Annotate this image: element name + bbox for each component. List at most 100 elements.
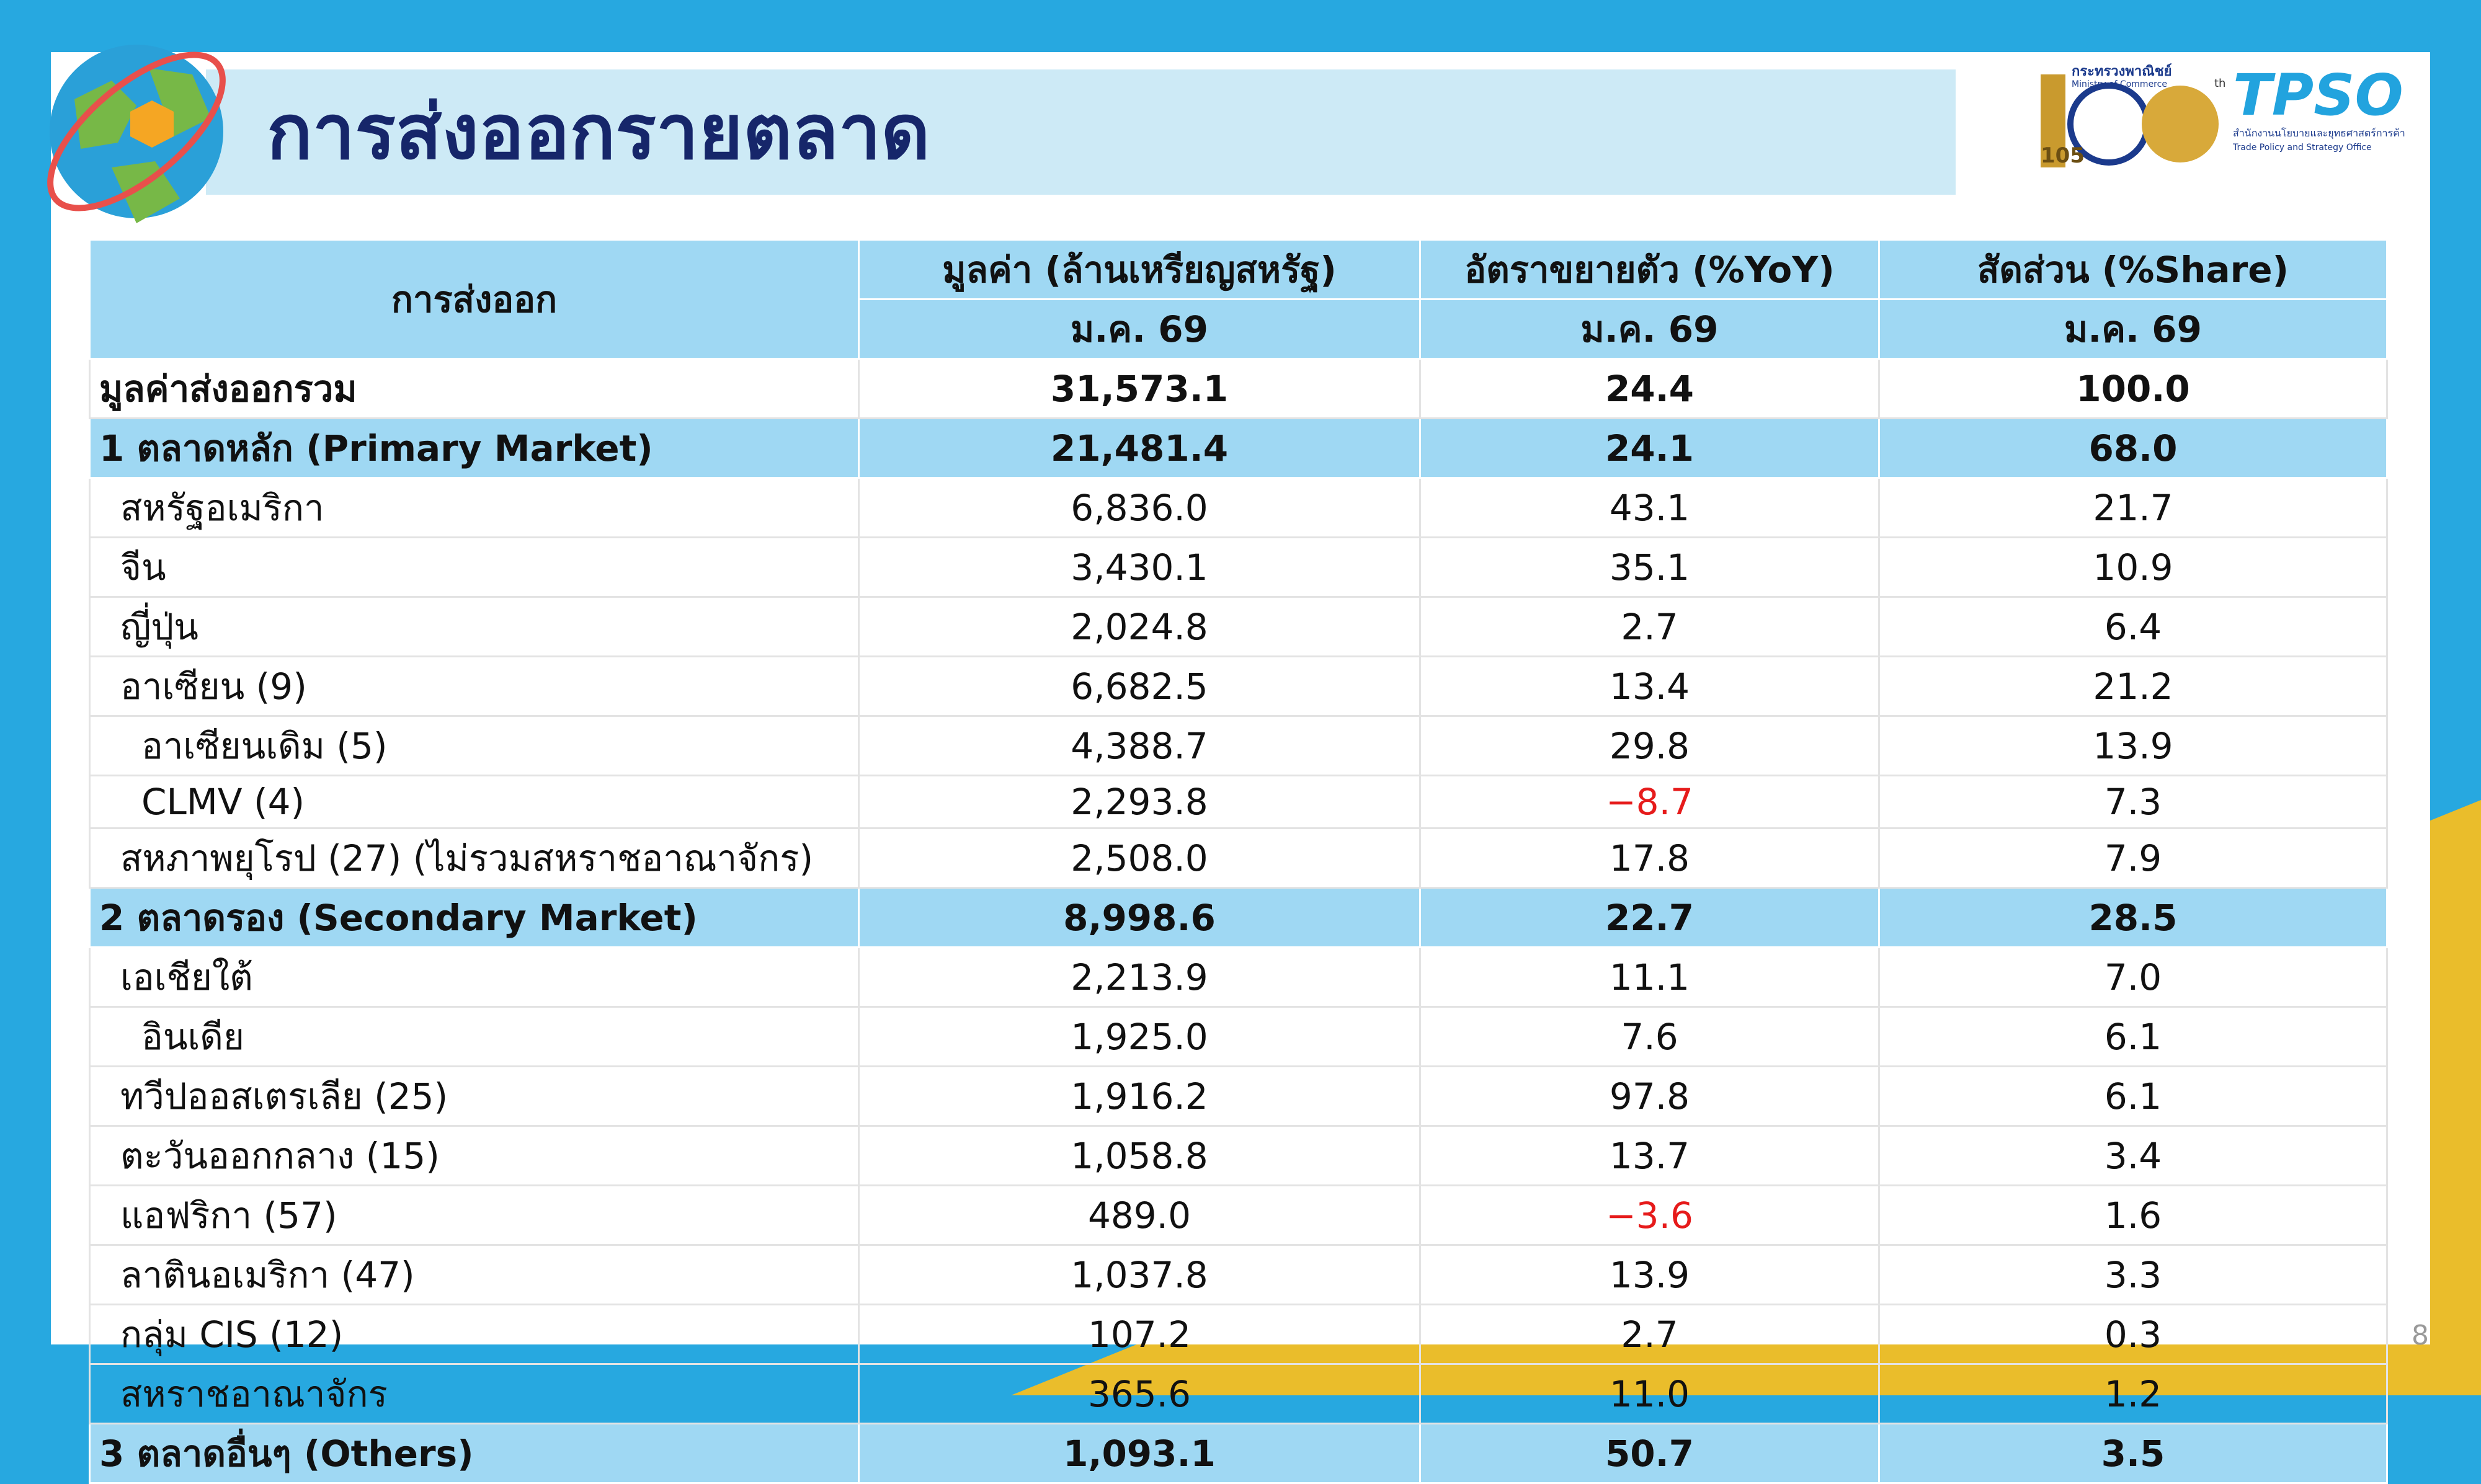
- cell-value: 29.8: [1419, 715, 1880, 776]
- cell-value: 2,293.8: [858, 775, 1421, 829]
- cell-value: 4,388.7: [858, 715, 1421, 776]
- page-number: 8: [2412, 1320, 2429, 1351]
- cell-value: 22.7: [1419, 887, 1880, 948]
- cell-value: 50.7: [1419, 1423, 1880, 1484]
- tpso: TPSO: [2233, 62, 2403, 128]
- table-row: อาเซียนเดิม (5) 4,388.7 29.8 13.9: [89, 715, 2388, 776]
- cell-value: −3.6: [1419, 1184, 1880, 1246]
- cell-value: 24.4: [1419, 358, 1880, 419]
- cell-value: 24.1: [1419, 417, 1880, 479]
- cell-value: 1,037.8: [858, 1244, 1421, 1305]
- cell-value: 100.0: [1878, 358, 2388, 419]
- table-row: 3 ตลาดอื่นๆ (Others) 1,093.1 50.7 3.5: [89, 1423, 2388, 1484]
- row-label: อาเซียน (9): [89, 655, 860, 717]
- row-label: ลาตินอเมริกา (47): [89, 1244, 860, 1305]
- cell-value: 13.9: [1878, 715, 2388, 776]
- cell-value: 43.1: [1419, 477, 1880, 538]
- table-row: เอเชียใต้ 2,213.9 11.1 7.0: [89, 946, 2388, 1008]
- slide-title: การส่งออกรายตลาด: [267, 88, 930, 176]
- globe-icon: [47, 45, 226, 223]
- tpso-en: Trade Policy and Strategy Office: [2232, 143, 2372, 153]
- table-row: จีน 3,430.1 35.1 10.9: [89, 536, 2388, 598]
- table-row: สหภาพยุโรป (27) (ไม่รวมสหราชอาณาจักร) 2,5…: [89, 827, 2388, 889]
- column-header: อัตราขยายตัว (%YoY): [1419, 239, 1880, 300]
- cell-value: 6.1: [1878, 1006, 2388, 1067]
- cell-value: 31,573.1: [858, 358, 1421, 419]
- cell-value: 13.4: [1419, 655, 1880, 717]
- cell-value: 6,682.5: [858, 655, 1421, 717]
- table-row: สหราชอาณาจักร 365.6 11.0 1.2: [89, 1363, 2388, 1424]
- cell-value: 2,508.0: [858, 827, 1421, 889]
- cell-value: 489.0: [858, 1184, 1421, 1246]
- row-label: สหราชอาณาจักร: [89, 1363, 860, 1424]
- cell-value: 1.2: [1878, 1363, 2388, 1424]
- cell-value: 28.5: [1878, 887, 2388, 948]
- cell-value: 2,213.9: [858, 946, 1421, 1008]
- cell-value: 13.7: [1419, 1125, 1880, 1186]
- row-label: จีน: [89, 536, 860, 598]
- cell-value: 11.1: [1419, 946, 1880, 1008]
- row-label: 2 ตลาดรอง (Secondary Market): [89, 887, 860, 948]
- table-row: ตะวันออกกลาง (15) 1,058.8 13.7 3.4: [89, 1125, 2388, 1186]
- cell-value: 2,024.8: [858, 596, 1421, 657]
- slide: การส่งออกรายตลาด 105 th กระทรวงพาณิชย์ M…: [47, 45, 2481, 1484]
- cell-value: 2.7: [1419, 1304, 1880, 1365]
- table-row: อาเซียน (9) 6,682.5 13.4 21.2: [89, 655, 2388, 717]
- row-label: สหภาพยุโรป (27) (ไม่รวมสหราชอาณาจักร): [89, 827, 860, 889]
- tpso-th: สำนักงานนโยบายและยุทธศาสตร์การค้า: [2233, 127, 2405, 140]
- cell-value: 68.0: [1878, 417, 2388, 479]
- row-label: อาเซียนเดิม (5): [89, 715, 860, 776]
- cell-value: 1,925.0: [858, 1006, 1421, 1067]
- period-header: ม.ค. 69: [858, 298, 1421, 360]
- title-band: [206, 69, 1956, 195]
- cell-value: 1,058.8: [858, 1125, 1421, 1186]
- cell-value: 2.7: [1419, 596, 1880, 657]
- table-row: แอฟริกา (57) 489.0 −3.6 1.6: [89, 1184, 2388, 1246]
- cell-value: 6.4: [1878, 596, 2388, 657]
- table-row: ญี่ปุ่น 2,024.8 2.7 6.4: [89, 596, 2388, 657]
- logos: 105 th กระทรวงพาณิชย์ Ministry of Commer…: [2041, 62, 2405, 168]
- row-label: CLMV (4): [89, 775, 860, 829]
- row-label: 1 ตลาดหลัก (Primary Market): [89, 417, 860, 479]
- cell-value: 1.6: [1878, 1184, 2388, 1246]
- row-label: เอเชียใต้: [89, 946, 860, 1008]
- logo-circle: [2142, 86, 2219, 162]
- anniversary: 105: [2041, 143, 2085, 168]
- cell-value: 21,481.4: [858, 417, 1421, 479]
- cell-value: 107.2: [858, 1304, 1421, 1365]
- cell-value: 3.4: [1878, 1125, 2388, 1186]
- row-label: ทวีปออสเตรเลีย (25): [89, 1065, 860, 1127]
- row-label: ตะวันออกกลาง (15): [89, 1125, 860, 1186]
- cell-value: 17.8: [1419, 827, 1880, 889]
- logo-bar: [2041, 74, 2065, 167]
- table-row: อินเดีย 1,925.0 7.6 6.1: [89, 1006, 2388, 1067]
- column-header: สัดส่วน (%Share): [1878, 239, 2388, 300]
- cell-value: 7.9: [1878, 827, 2388, 889]
- cell-value: 7.0: [1878, 946, 2388, 1008]
- cell-value: 0.3: [1878, 1304, 2388, 1365]
- ministry-th: กระทรวงพาณิชย์: [2072, 63, 2171, 79]
- table-row: 1 ตลาดหลัก (Primary Market) 21,481.4 24.1 6…: [89, 417, 2388, 479]
- cell-value: 11.0: [1419, 1363, 1880, 1424]
- cell-value: 7.3: [1878, 775, 2388, 829]
- table-body: มูลค่าส่งออกรวม 31,573.1 24.4 100.0 1 ตลาดหล…: [89, 358, 2388, 1484]
- column-header: มูลค่า (ล้านเหรียญสหรัฐ): [858, 239, 1421, 300]
- cell-value: 97.8: [1419, 1065, 1880, 1127]
- cell-value: 35.1: [1419, 536, 1880, 598]
- table-row: CLMV (4) 2,293.8 −8.7 7.3: [89, 775, 2388, 829]
- table-row: ทวีปออสเตรเลีย (25) 1,916.2 97.8 6.1: [89, 1065, 2388, 1127]
- ministry-en: Ministry of Commerce: [2072, 79, 2167, 89]
- cell-value: 13.9: [1419, 1244, 1880, 1305]
- cell-value: 3.3: [1878, 1244, 2388, 1305]
- cell-value: 365.6: [858, 1363, 1421, 1424]
- row-label: สหรัฐอเมริกา: [89, 477, 860, 538]
- row-label: กลุ่ม CIS (12): [89, 1304, 860, 1365]
- period-header: ม.ค. 69: [1878, 298, 2388, 360]
- anniversary-suffix: th: [2214, 77, 2225, 90]
- row-label: ญี่ปุ่น: [89, 596, 860, 657]
- cell-value: 1,916.2: [858, 1065, 1421, 1127]
- cell-value: 21.2: [1878, 655, 2388, 717]
- export-table: การส่งออก มูลค่า (ล้านเหรียญสหรัฐ) อัตรา…: [89, 239, 2388, 1484]
- cell-value: −8.7: [1419, 775, 1880, 829]
- cell-value: 8,998.6: [858, 887, 1421, 948]
